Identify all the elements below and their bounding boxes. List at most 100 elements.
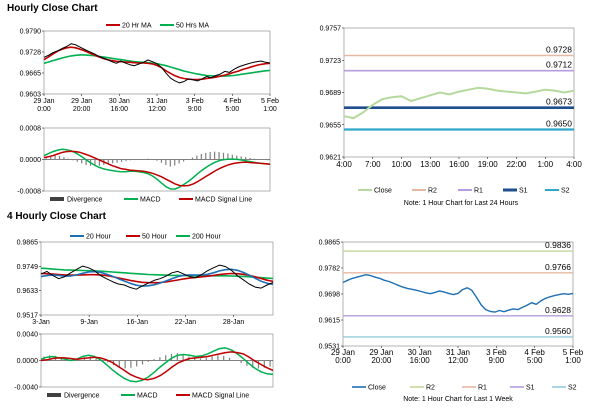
four_hourly_week-tick-label: 16:00 <box>410 356 431 365</box>
four_hourly_macd-legend-divergence-swatch <box>47 393 61 397</box>
four_hourly_week-tick-label: 3 Feb <box>486 348 507 357</box>
hourly_24h-legend-r1-label: R1 <box>474 188 483 195</box>
four_hourly_price_ma-tick-label: 9-Jan <box>80 319 98 326</box>
four_hourly_week-tick-label: 31 Jan <box>446 348 470 357</box>
hourly_price_ma-price-line <box>43 43 271 84</box>
four_hourly_week-r2-level-label: 0.9836 <box>545 240 571 250</box>
hourly_24h-legend-s2-label: S2 <box>561 188 570 195</box>
hourly_24h-tick-label: 16:00 <box>449 160 470 169</box>
four_hourly_macd-legend-signal-label: MACD Signal Line <box>192 393 249 400</box>
four_hourly_week-tick-label: 5 Feb <box>563 348 584 357</box>
hourly_price_ma-tick-label: 0.9790 <box>20 29 42 36</box>
hourly_24h-close-line <box>343 86 575 120</box>
hourly_price_ma-tick-label: 0:00 <box>37 106 51 113</box>
hourly_24h-tick-label: 0.9621 <box>320 155 342 162</box>
hourly_24h-legend-r2-label: R2 <box>428 188 437 195</box>
hourly_24h-tick-label: 7:00 <box>365 160 381 169</box>
four_hourly_week-tick-label: 12:00 <box>448 356 469 365</box>
hourly_24h-tick-label: 0.9689 <box>320 90 342 97</box>
four_hourly_week-tick-label: 30 Jan <box>408 348 432 357</box>
four_hourly_week-tick-label: 0.9615 <box>319 318 341 325</box>
hourly_price_ma-tick-label: 3 Feb <box>186 98 204 105</box>
four_hourly_week-tick-label: 5:00 <box>527 356 543 365</box>
four_hourly_price_ma-tick-label: 28-Jan <box>223 319 245 326</box>
four_hourly_week-tick-label: 29 Jan <box>369 348 393 357</box>
hourly_24h-legend-s1-label: S1 <box>519 188 528 195</box>
hourly_price_ma-legend-ma20-label: 20 Hr MA <box>122 23 152 30</box>
four_hourly_price_ma-frame <box>40 241 274 316</box>
four_hourly_week-tick-label: 0.9865 <box>319 240 341 247</box>
hourly_24h-tick-label: 4:00 <box>566 160 582 169</box>
four_hourly_price_ma-tick-label: 0.9749 <box>17 264 39 271</box>
hourly_price_ma-tick-label: 12:00 <box>148 106 166 113</box>
four_hourly_week-close-line <box>342 274 574 313</box>
hourly_24h-tick-label: 4:00 <box>336 160 352 169</box>
four_hourly_macd-legend-divergence-label: Divergence <box>64 393 100 400</box>
four_hourly_price_ma-price-line <box>40 264 274 290</box>
four_hourly_price_ma-ma200-line <box>40 267 274 280</box>
hourly_price_ma-tick-label: 31 Jan <box>146 98 167 105</box>
hourly_macd-legend-signal-label: MACD Signal Line <box>195 197 252 204</box>
hourly_24h-tick-label: 0.9723 <box>320 58 342 65</box>
four_hourly_macd-tick-label: -0.0040 <box>14 385 38 392</box>
hourly_24h-s2-level-label: 0.9650 <box>546 118 572 128</box>
hourly_24h-tick-label: 13:00 <box>420 160 441 169</box>
four_hourly_week-tick-label: 0.9782 <box>319 266 341 273</box>
four_hourly_price_ma-tick-label: 0.9633 <box>17 288 39 295</box>
hourly_24h-tick-label: 10:00 <box>391 160 412 169</box>
four_hourly_week-tick-label: 4 Feb <box>524 348 545 357</box>
four_hourly_price_ma-tick-label: 0.9517 <box>17 313 39 320</box>
four_hourly_week-tick-label: 0:00 <box>335 356 351 365</box>
hourly_24h-tick-label: 19:00 <box>478 160 499 169</box>
hourly_price_ma-ma20-line <box>43 46 271 81</box>
four_hourly_price_ma-ma20-line <box>40 268 274 287</box>
hourly_macd-legend-macd-label: MACD <box>140 197 161 204</box>
hourly_price_ma-tick-label: 1:00 <box>263 106 277 113</box>
hourly_macd-tick-label: 0.0000 <box>20 157 42 164</box>
hourly_24h-legend-close-label: Close <box>374 188 392 195</box>
hourly_price_ma-tick-label: 5 Feb <box>261 98 279 105</box>
hourly_24h-tick-label: 0.9757 <box>320 26 342 33</box>
four_hourly_week-tick-label: 1:00 <box>565 356 581 365</box>
four_hourly_week-s2-level-label: 0.9560 <box>545 326 571 336</box>
four_hourly_week-legend-s2-label: S2 <box>568 385 577 392</box>
four_hourly_price_ma-tick-label: 16-Jan <box>127 319 149 326</box>
four_hourly_price_ma-legend-20h-label: 20 Hour <box>86 234 112 241</box>
four_hourly_price_ma-legend-50h-label: 50 Hour <box>142 234 168 241</box>
hourly_macd-legend-divergence-label: Divergence <box>67 197 103 204</box>
hourly-section-title: Hourly Close Chart <box>7 3 98 14</box>
four_hourly_week-tick-label: 20:00 <box>371 356 392 365</box>
four_hourly_week-tick-label: 9:00 <box>489 356 505 365</box>
hourly_price_ma-tick-label: 4 Feb <box>223 98 241 105</box>
four_hourly_macd-tick-label: 0.0040 <box>17 332 39 339</box>
hourly_price_ma-legend-ma50-label: 50 Hrs MA <box>176 23 209 30</box>
hourly_macd-signal-line <box>43 150 271 187</box>
hourly_24h-r1-level-label: 0.9712 <box>546 60 572 70</box>
four_hourly_price_ma-tick-label: 22-Jan <box>175 319 197 326</box>
four_hourly_week-tick-label: 0.9531 <box>319 344 341 351</box>
hourly_price_ma-tick-label: 29 Jan <box>33 98 54 105</box>
hourly_price_ma-frame <box>43 30 271 95</box>
hourly_24h-note: Note: 1 Hour Chart for Last 24 Hours <box>404 200 519 207</box>
hourly_price_ma-tick-label: 9:00 <box>188 106 202 113</box>
four_hourly_price_ma-tick-label: 0.9865 <box>17 240 39 247</box>
four_hourly_week-legend-r1-label: R1 <box>478 385 487 392</box>
four_hourly_week-s1-level-label: 0.9628 <box>545 305 571 315</box>
four_hourly_price_ma-tick-label: 3-Jan <box>32 319 50 326</box>
hourly_price_ma-tick-label: 29 Jan <box>71 98 92 105</box>
four_hourly_macd-signal-line <box>40 351 274 381</box>
four_hourly_week-legend-close-label: Close <box>368 385 386 392</box>
hourly_macd-tick-label: 0.0008 <box>20 126 42 133</box>
four_hourly_macd-tick-label: 0.0000 <box>17 358 39 365</box>
hourly_price_ma-tick-label: 20:00 <box>73 106 91 113</box>
hourly_macd-legend-divergence-swatch <box>50 197 64 201</box>
hourly_price_ma-tick-label: 30 Jan <box>109 98 130 105</box>
four_hourly_week-r1-level-label: 0.9766 <box>545 262 571 272</box>
four-hourly-section-title: 4 Hourly Close Chart <box>7 211 106 222</box>
hourly_price_ma-tick-label: 0.9665 <box>20 71 42 78</box>
hourly_24h-tick-label: 0.9655 <box>320 122 342 129</box>
hourly_24h-r2-level-label: 0.9728 <box>546 45 572 55</box>
hourly_price_ma-tick-label: 16:00 <box>111 106 129 113</box>
four_hourly_week-tick-label: 0.9698 <box>319 292 341 299</box>
